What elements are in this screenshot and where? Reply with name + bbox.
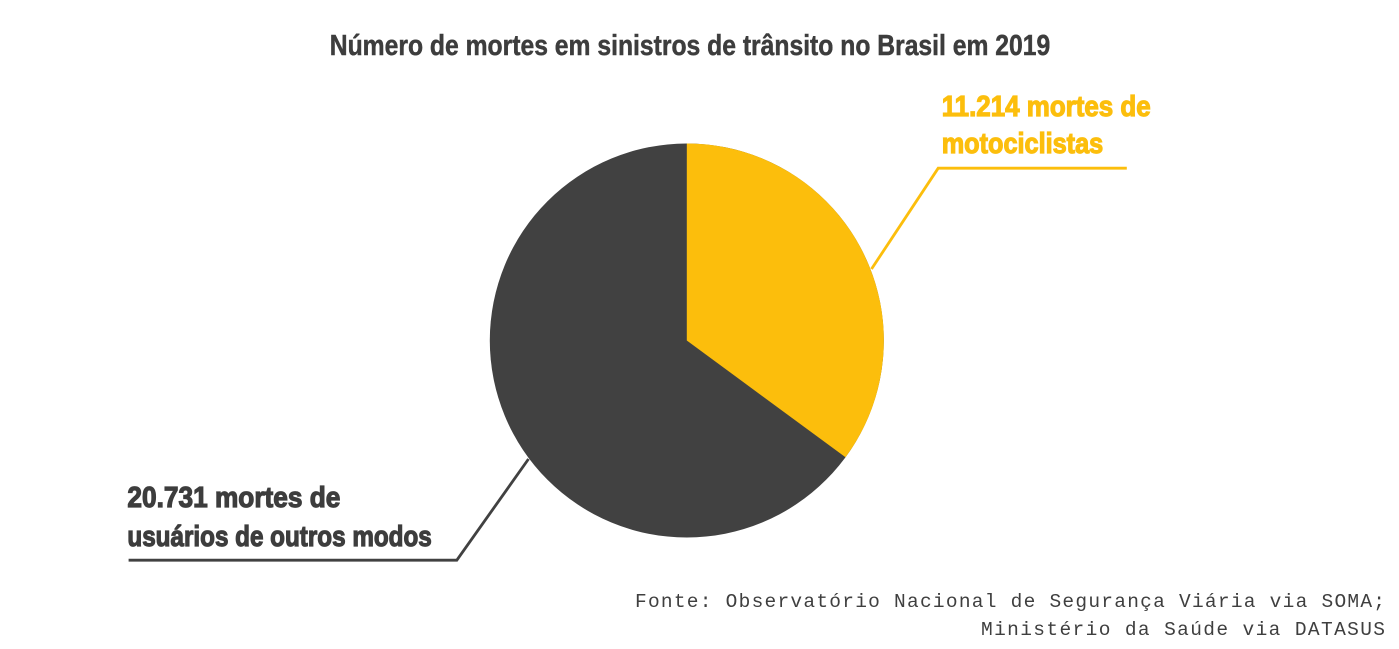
svg-text:20.731 mortes de: 20.731 mortes de [127,482,340,514]
svg-text:Ministério da Saúde via DATASU: Ministério da Saúde via DATASUS [981,619,1385,641]
svg-text:usuários de outros modos: usuários de outros modos [127,521,431,553]
svg-text:Número de mortes em sinistros: Número de mortes em sinistros de trânsit… [330,30,1051,62]
svg-text:motociclistas: motociclistas [942,128,1103,160]
svg-text:Fonte: Observatório Nacional d: Fonte: Observatório Nacional de Seguranç… [635,591,1385,613]
svg-text:11.214 mortes de: 11.214 mortes de [942,91,1151,123]
